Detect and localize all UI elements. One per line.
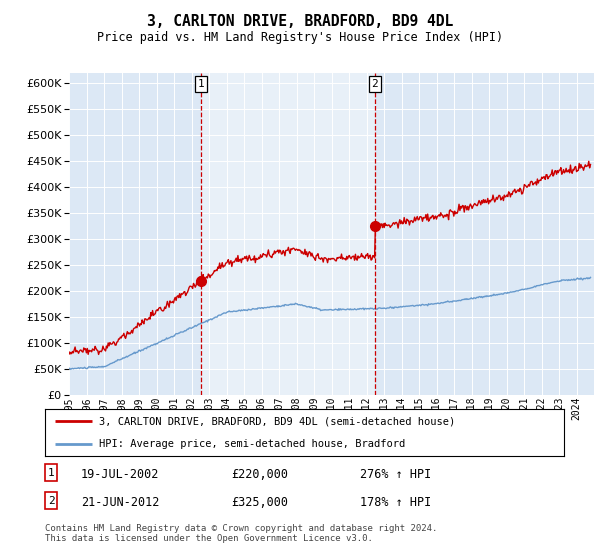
Text: 276% ↑ HPI: 276% ↑ HPI bbox=[360, 468, 431, 480]
Text: 3, CARLTON DRIVE, BRADFORD, BD9 4DL (semi-detached house): 3, CARLTON DRIVE, BRADFORD, BD9 4DL (sem… bbox=[100, 416, 456, 426]
Text: 21-JUN-2012: 21-JUN-2012 bbox=[81, 496, 160, 508]
Text: 2: 2 bbox=[47, 496, 55, 506]
Text: HPI: Average price, semi-detached house, Bradford: HPI: Average price, semi-detached house,… bbox=[100, 439, 406, 449]
Text: 3, CARLTON DRIVE, BRADFORD, BD9 4DL: 3, CARLTON DRIVE, BRADFORD, BD9 4DL bbox=[147, 14, 453, 29]
Text: Price paid vs. HM Land Registry's House Price Index (HPI): Price paid vs. HM Land Registry's House … bbox=[97, 31, 503, 44]
Text: 1: 1 bbox=[47, 468, 55, 478]
Bar bbox=[201, 73, 375, 395]
Text: £220,000: £220,000 bbox=[231, 468, 288, 480]
Text: £325,000: £325,000 bbox=[231, 496, 288, 508]
Text: 178% ↑ HPI: 178% ↑ HPI bbox=[360, 496, 431, 508]
Text: 1: 1 bbox=[197, 79, 205, 89]
Text: 2: 2 bbox=[371, 79, 378, 89]
Text: 19-JUL-2002: 19-JUL-2002 bbox=[81, 468, 160, 480]
Text: Contains HM Land Registry data © Crown copyright and database right 2024.
This d: Contains HM Land Registry data © Crown c… bbox=[45, 524, 437, 543]
